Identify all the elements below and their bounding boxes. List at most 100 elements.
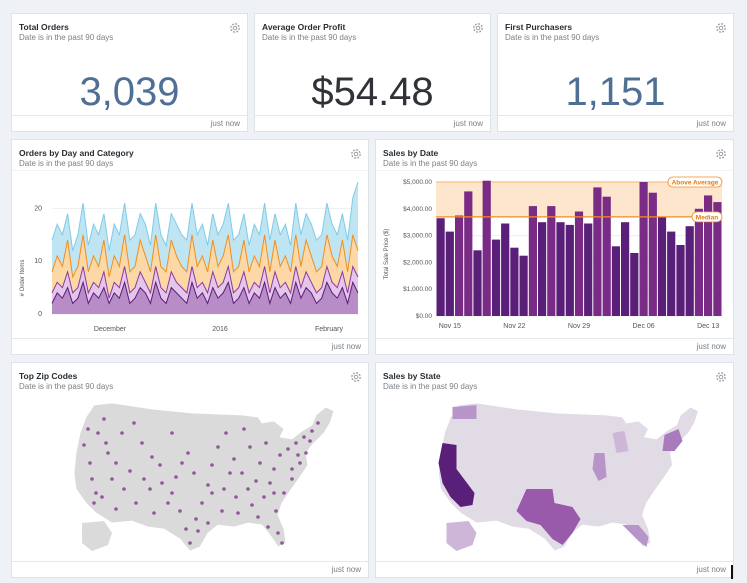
- new-york-shape: [662, 429, 683, 451]
- area-series-line-3: [51, 181, 359, 251]
- tile-footer: just now: [12, 115, 247, 131]
- area-series-line-2: [51, 234, 359, 279]
- bar: [565, 224, 574, 316]
- bar: [464, 191, 473, 316]
- footer-timestamp: just now: [331, 565, 361, 574]
- x-tick-label: Dec 13: [697, 323, 719, 330]
- zip-dot: [216, 445, 220, 449]
- tile-footer: just now: [376, 338, 733, 354]
- bar: [482, 180, 491, 316]
- zip-dot: [262, 495, 266, 499]
- alaska-shape: [82, 521, 112, 551]
- zip-dot: [248, 445, 252, 449]
- bar: [445, 231, 454, 316]
- us-map-shape: [73, 402, 335, 552]
- tile-title: Average Order Profit: [262, 22, 346, 32]
- zip-dot: [264, 441, 268, 445]
- zip-dot: [150, 455, 154, 459]
- bar: [639, 182, 648, 316]
- zip-dot: [302, 435, 306, 439]
- footer-timestamp: just now: [696, 565, 726, 574]
- zip-dot: [110, 477, 114, 481]
- zip-dot: [278, 453, 282, 457]
- gear-icon[interactable]: [350, 371, 362, 383]
- tile-title: Sales by Date: [383, 148, 439, 158]
- zip-dot: [316, 421, 320, 425]
- zip-dot: [192, 471, 196, 475]
- tile-footer: just now: [12, 338, 368, 354]
- kpi-value: $54.48: [311, 70, 434, 114]
- footer-timestamp: just now: [453, 119, 483, 128]
- bar: [694, 208, 703, 316]
- tile-subtitle: Date is in the past 90 days: [19, 382, 114, 391]
- y-tick-label: 0: [38, 311, 42, 318]
- bar: [455, 215, 464, 316]
- zip-dot: [276, 531, 280, 535]
- zip-dot: [266, 525, 270, 529]
- top-zip-codes-tile[interactable]: Top Zip Codes Date is in the past 90 day…: [11, 362, 369, 578]
- y-tick-label: $4,000.00: [403, 206, 432, 213]
- zip-dot: [282, 491, 286, 495]
- zip-dot: [236, 511, 240, 515]
- text-cursor: [731, 565, 733, 579]
- zip-dot: [184, 527, 188, 531]
- us-map-shape: [438, 402, 699, 552]
- bar: [713, 202, 722, 316]
- gear-icon[interactable]: [715, 371, 727, 383]
- tile-title: Orders by Day and Category: [19, 148, 134, 158]
- kpi-first-purchasers[interactable]: First Purchasers Date is in the past 90 …: [497, 13, 734, 132]
- bar: [519, 255, 528, 316]
- gear-icon[interactable]: [229, 22, 241, 34]
- gear-icon[interactable]: [472, 22, 484, 34]
- zip-dot: [294, 441, 298, 445]
- y-tick-label: $3,000.00: [403, 233, 432, 240]
- zip-dot: [254, 479, 258, 483]
- michigan-shape: [612, 431, 629, 453]
- bar: [602, 196, 611, 316]
- tile-title: Top Zip Codes: [19, 371, 78, 381]
- gear-icon[interactable]: [350, 148, 362, 160]
- tile-subtitle: Date is in the past 90 days: [19, 159, 114, 168]
- y-tick-label: $1,000.00: [403, 286, 432, 293]
- gear-icon[interactable]: [715, 148, 727, 160]
- zip-dot: [174, 475, 178, 479]
- gear-icon[interactable]: [715, 22, 727, 34]
- kpi-total-orders[interactable]: Total Orders Date is in the past 90 days…: [11, 13, 248, 132]
- bar: [574, 211, 584, 316]
- zip-dot: [106, 451, 110, 455]
- orders-by-day-tile[interactable]: Orders by Day and Category Date is in th…: [11, 139, 369, 355]
- bar: [538, 222, 547, 316]
- kpi-average-order-profit[interactable]: Average Order Profit Date is in the past…: [254, 13, 491, 132]
- x-tick-label: December: [94, 326, 127, 333]
- y-axis-label: # Order Items: [20, 260, 26, 297]
- sales-bar-chart: Total Sale Price ($) Above Average Media…: [376, 170, 733, 330]
- zip-dot: [224, 431, 228, 435]
- zip-dot: [298, 461, 302, 465]
- zip-dot: [232, 457, 236, 461]
- orders-area-chart: # Order Items 0 10 20 December 2016 Febr…: [12, 170, 368, 333]
- zip-dot: [148, 487, 152, 491]
- texas-shape: [516, 489, 581, 545]
- zip-dot: [222, 487, 226, 491]
- zip-code-map: [73, 402, 335, 552]
- bar: [547, 206, 556, 316]
- zip-dot: [280, 541, 284, 545]
- bar: [528, 206, 537, 316]
- sales-by-state-tile[interactable]: Sales by State Date is in the past 90 da…: [375, 362, 734, 578]
- zip-dot: [242, 427, 246, 431]
- tile-subtitle: Date is in the past 90 days: [383, 159, 478, 168]
- x-tick-label: Nov 22: [503, 323, 525, 330]
- zip-dot: [178, 509, 182, 513]
- band-label: Above Average: [672, 180, 719, 187]
- zip-dot: [290, 467, 294, 471]
- bar: [685, 226, 694, 316]
- tile-title: Sales by State: [383, 371, 441, 381]
- zip-dot: [206, 483, 210, 487]
- kpi-value: 1,151: [565, 70, 666, 114]
- tile-subtitle: Date is in the past 90 days: [383, 382, 478, 391]
- sales-by-date-tile[interactable]: Sales by Date Date is in the past 90 day…: [375, 139, 734, 355]
- tile-subtitle: Date is in the past 90 days: [262, 33, 357, 42]
- x-tick-label: Nov 15: [439, 323, 461, 330]
- bar: [556, 222, 565, 316]
- bar: [676, 245, 685, 316]
